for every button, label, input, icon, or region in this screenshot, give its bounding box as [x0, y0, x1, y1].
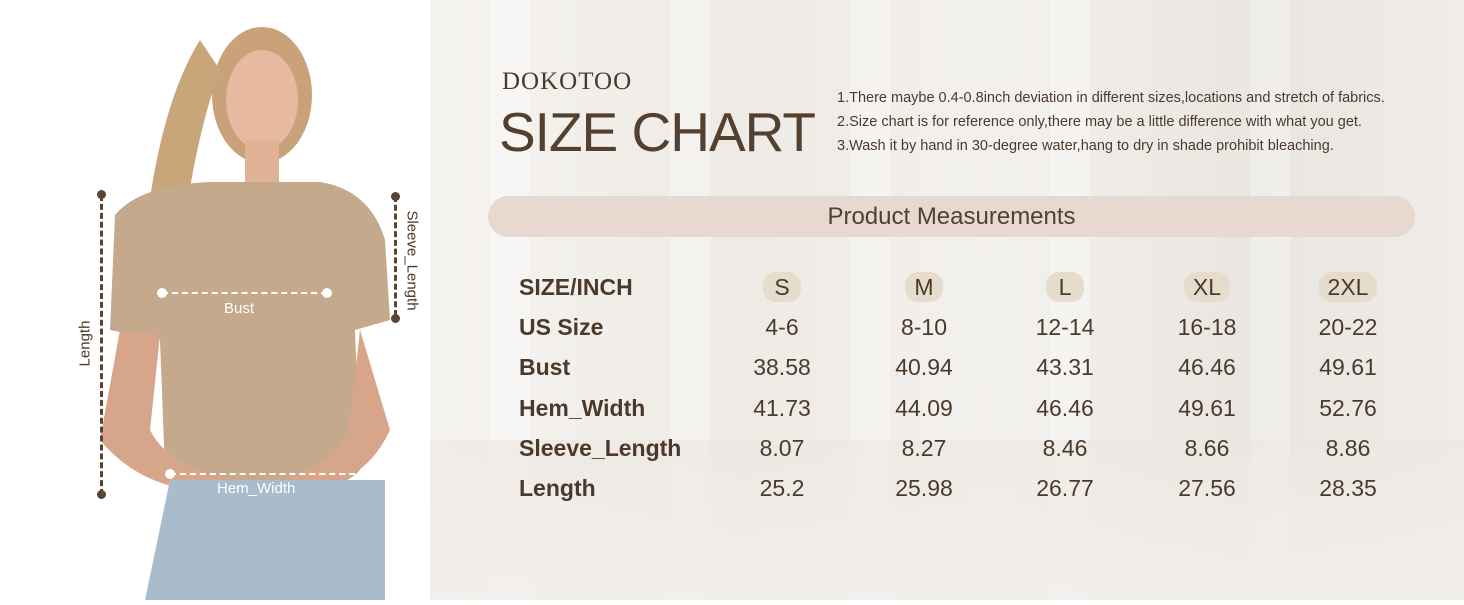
size-pill: S — [763, 272, 801, 302]
bust-measure-line — [162, 292, 327, 294]
table-cell: 28.35 — [1319, 475, 1377, 501]
table-cell: 8.27 — [901, 435, 947, 461]
table-cell: 8.07 — [759, 435, 805, 461]
table-row: Sleeve_Length 8.07 8.27 8.46 8.66 8.86 — [0, 431, 1464, 465]
notes: 1.There maybe 0.4-0.8inch deviation in d… — [837, 86, 1385, 158]
table-cell: 27.56 — [1178, 475, 1236, 501]
table-cell: 26.77 — [1036, 475, 1094, 501]
table-cell: 12-14 — [1035, 314, 1095, 340]
model-photo: Length Sleeve_Length Bust Hem_Width — [0, 0, 430, 600]
size-pill: XL — [1183, 272, 1231, 302]
hem-left-dot — [165, 469, 175, 479]
page-title: SIZE CHART — [499, 101, 816, 163]
table-header-row: SIZE/INCH S M L XL 2XL — [0, 270, 1464, 304]
row-label: Length — [519, 475, 596, 501]
bust-left-dot — [157, 288, 167, 298]
table-cell: 41.73 — [753, 395, 811, 421]
hem-right-dot — [369, 469, 379, 479]
table-cell: 46.46 — [1178, 354, 1236, 380]
table-row: US Size 4-6 8-10 12-14 16-18 20-22 — [0, 310, 1464, 344]
hem-measure-line — [170, 473, 375, 475]
row-label: US Size — [519, 314, 604, 340]
table-cell: 8.66 — [1184, 435, 1230, 461]
note-2: 2.Size chart is for reference only,there… — [837, 114, 1362, 130]
table-cell: 16-18 — [1177, 314, 1237, 340]
table-cell: 43.31 — [1036, 354, 1094, 380]
section-banner: Product Measurements — [488, 196, 1415, 237]
length-measure-line — [100, 195, 103, 495]
size-pill: 2XL — [1318, 272, 1378, 302]
note-1: 1.There maybe 0.4-0.8inch deviation in d… — [837, 90, 1385, 106]
table-cell: 44.09 — [895, 395, 953, 421]
bust-label: Bust — [224, 300, 255, 317]
header-label: SIZE/INCH — [519, 274, 633, 300]
table-row: Bust 38.58 40.94 43.31 46.46 49.61 — [0, 350, 1464, 384]
table-cell: 8.46 — [1042, 435, 1088, 461]
table-cell: 20-22 — [1318, 314, 1378, 340]
length-top-dot — [97, 190, 106, 199]
table-cell: 25.98 — [895, 475, 953, 501]
hem-width-label: Hem_Width — [217, 480, 296, 497]
table-cell: 52.76 — [1319, 395, 1377, 421]
table-cell: 25.2 — [759, 475, 805, 501]
table-cell: 8-10 — [900, 314, 948, 340]
table-cell: 40.94 — [895, 354, 953, 380]
row-label: Bust — [519, 354, 571, 380]
row-label: Sleeve_Length — [519, 435, 682, 461]
bust-right-dot — [322, 288, 332, 298]
table-cell: 49.61 — [1178, 395, 1236, 421]
size-pill: L — [1046, 272, 1084, 302]
background-floor — [430, 440, 1464, 600]
table-row: Hem_Width 41.73 44.09 46.46 49.61 52.76 — [0, 391, 1464, 425]
sleeve-measure-line — [394, 196, 397, 316]
table-cell: 4-6 — [765, 314, 799, 340]
table-row: Length 25.2 25.98 26.77 27.56 28.35 — [0, 471, 1464, 505]
sleeve-top-dot — [391, 192, 400, 201]
length-bottom-dot — [97, 490, 106, 499]
table-cell: 8.86 — [1325, 435, 1371, 461]
brand-logo: DOKOTOO — [502, 68, 633, 95]
model-illustration — [100, 27, 390, 600]
note-3: 3.Wash it by hand in 30-degree water,han… — [837, 138, 1334, 154]
sleeve-bottom-dot — [391, 314, 400, 323]
table-cell: 38.58 — [753, 354, 811, 380]
table-cell: 49.61 — [1319, 354, 1377, 380]
row-label: Hem_Width — [519, 395, 646, 421]
size-pill: M — [905, 272, 943, 302]
table-cell: 46.46 — [1036, 395, 1094, 421]
